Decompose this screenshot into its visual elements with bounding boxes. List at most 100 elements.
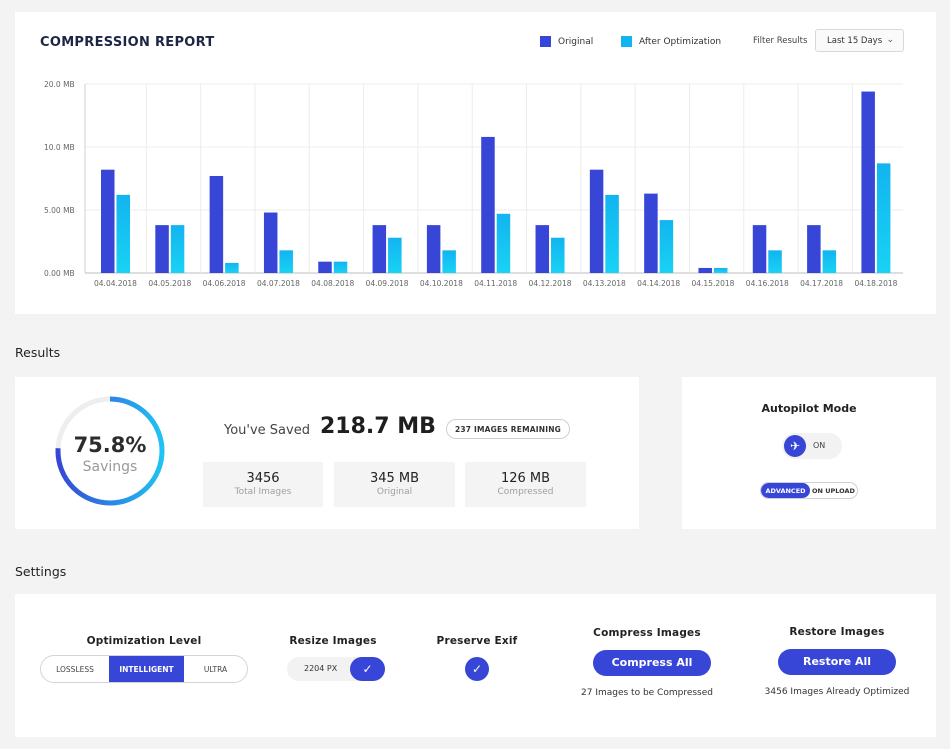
bar-optimized <box>713 267 728 273</box>
autopilot-toggle[interactable]: ✈ ON <box>782 433 842 459</box>
savings-percent: 75.8% <box>73 433 147 457</box>
stat-label: Total Images <box>234 487 292 497</box>
filter-results-label: Filter Results <box>753 36 808 46</box>
y-tick-label: 20.0 MB <box>44 80 75 89</box>
bar-original <box>698 267 712 273</box>
bar-optimized <box>225 262 239 273</box>
x-tick-label: 04.15.2018 <box>691 279 734 288</box>
legend-original: Original <box>540 36 593 47</box>
y-tick-label: 10.0 MB <box>44 143 75 152</box>
airplane-icon: ✈ <box>784 435 806 457</box>
option-lossless[interactable]: LOSSLESS <box>56 665 94 674</box>
savings-ring-progress <box>55 396 165 506</box>
x-tick-label: 04.07.2018 <box>257 279 300 288</box>
optimization-level-switch: LOSSLESS INTELLIGENT ULTRA <box>40 655 248 683</box>
y-tick-label: 5.00 MB <box>44 206 75 215</box>
saved-value: 218.7 MB <box>320 414 436 439</box>
restore-images-title: Restore Images <box>789 626 885 638</box>
legend-original-swatch <box>540 36 551 47</box>
compression-bar-chart: 0.00 MB 5.00 MB 10.0 MB 20.0 MB 04.04.2018 04… <box>44 80 903 288</box>
autopilot-title: Autopilot Mode <box>761 402 857 415</box>
bar-optimized <box>333 261 348 273</box>
stat-value: 3456 <box>246 471 280 486</box>
bar-original <box>589 169 604 273</box>
check-icon: ✓ <box>471 662 483 676</box>
x-tick-label: 04.12.2018 <box>529 279 572 288</box>
filter-results-select[interactable]: Last 15 Days ⌄ <box>815 29 904 52</box>
bar-optimized <box>822 250 837 273</box>
bar-optimized <box>876 163 891 273</box>
savings-ring <box>55 396 165 506</box>
resize-images-control[interactable]: 2204 PX ✓ <box>287 657 385 681</box>
option-ultra[interactable]: ULTRA <box>203 665 228 674</box>
stat-value: 345 MB <box>369 471 420 486</box>
results-heading: Results <box>15 345 61 360</box>
stat-value: 126 MB <box>500 471 551 486</box>
bar-original <box>807 225 821 273</box>
bar-optimized <box>116 194 130 273</box>
compress-images-title: Compress Images <box>593 627 701 639</box>
stat-label: Original <box>376 487 413 497</box>
saved-label: You've Saved <box>224 423 310 438</box>
results-card: 75.8% Savings You've Saved 218.7 MB 237 … <box>15 377 639 529</box>
legend-original-label: Original <box>558 36 594 47</box>
bar-original <box>644 193 658 273</box>
optimization-level-title: Optimization Level <box>86 635 202 647</box>
bar-original <box>318 261 332 273</box>
option-intelligent[interactable]: INTELLIGENT <box>109 656 184 682</box>
bar-optimized <box>279 250 293 273</box>
legend-optimized-swatch <box>621 36 632 47</box>
x-tick-label: 04.10.2018 <box>420 279 463 288</box>
bar-original <box>481 136 495 273</box>
check-icon: ✓ <box>350 657 385 681</box>
x-tick-label: 04.11.2018 <box>474 279 517 288</box>
mode-advanced[interactable]: ADVANCED <box>761 483 810 498</box>
bar-original <box>263 212 278 273</box>
stat-original: 345 MB Original <box>334 462 455 507</box>
legend-optimized-label: After Optimization <box>639 36 722 47</box>
x-tick-label: 04.16.2018 <box>746 279 789 288</box>
settings-heading: Settings <box>15 564 67 579</box>
chevron-down-icon: ⌄ <box>886 35 894 45</box>
bar-original <box>209 175 224 273</box>
resize-value: 2204 PX <box>304 664 338 673</box>
bar-original <box>155 225 169 273</box>
autopilot-toggle-state: ON <box>813 441 826 450</box>
filter-results-value: Last 15 Days <box>827 36 883 46</box>
restore-all-button[interactable]: Restore All <box>778 649 896 675</box>
x-tick-label: 04.17.2018 <box>800 279 843 288</box>
compress-note: 27 Images to be Compressed <box>581 688 713 698</box>
preserve-exif-checkbox[interactable]: ✓ <box>465 657 489 681</box>
bar-optimized <box>551 237 565 273</box>
x-tick-label: 04.14.2018 <box>637 279 680 288</box>
bar-original <box>101 169 115 273</box>
legend-optimized: After Optimization <box>621 36 721 47</box>
bar-optimized <box>442 250 456 273</box>
bar-original <box>535 225 550 273</box>
preserve-exif-title: Preserve Exif <box>436 635 518 647</box>
savings-label: Savings <box>82 459 138 475</box>
bar-optimized <box>768 250 782 273</box>
compress-all-button[interactable]: Compress All <box>593 650 711 676</box>
x-tick-label: 04.04.2018 <box>94 279 137 288</box>
stat-compressed: 126 MB Compressed <box>465 462 586 507</box>
bar-optimized <box>605 194 619 273</box>
images-remaining-badge: 237 IMAGES REMAINING <box>446 419 570 439</box>
bar-original <box>372 225 387 273</box>
x-tick-label: 04.05.2018 <box>148 279 191 288</box>
mode-on-upload[interactable]: ON UPLOAD <box>812 487 855 495</box>
stat-total-images: 3456 Total Images <box>203 462 323 507</box>
resize-images-title: Resize Images <box>289 635 377 647</box>
bar-original <box>861 91 875 273</box>
y-tick-label: 0.00 MB <box>44 269 75 278</box>
bar-optimized <box>659 220 674 273</box>
report-title: COMPRESSION REPORT <box>40 35 215 50</box>
settings-card: Optimization Level LOSSLESS INTELLIGENT … <box>15 594 936 737</box>
autopilot-card: Autopilot Mode ✈ ON ADVANCED ON UPLOAD <box>682 377 936 529</box>
x-tick-label: 04.06.2018 <box>203 279 246 288</box>
restore-note: 3456 Images Already Optimized <box>764 687 910 697</box>
x-tick-label: 04.08.2018 <box>311 279 354 288</box>
bar-original <box>752 225 767 273</box>
x-tick-label: 04.09.2018 <box>366 279 409 288</box>
compression-report-card: COMPRESSION REPORT Original After Optimi… <box>15 12 936 314</box>
